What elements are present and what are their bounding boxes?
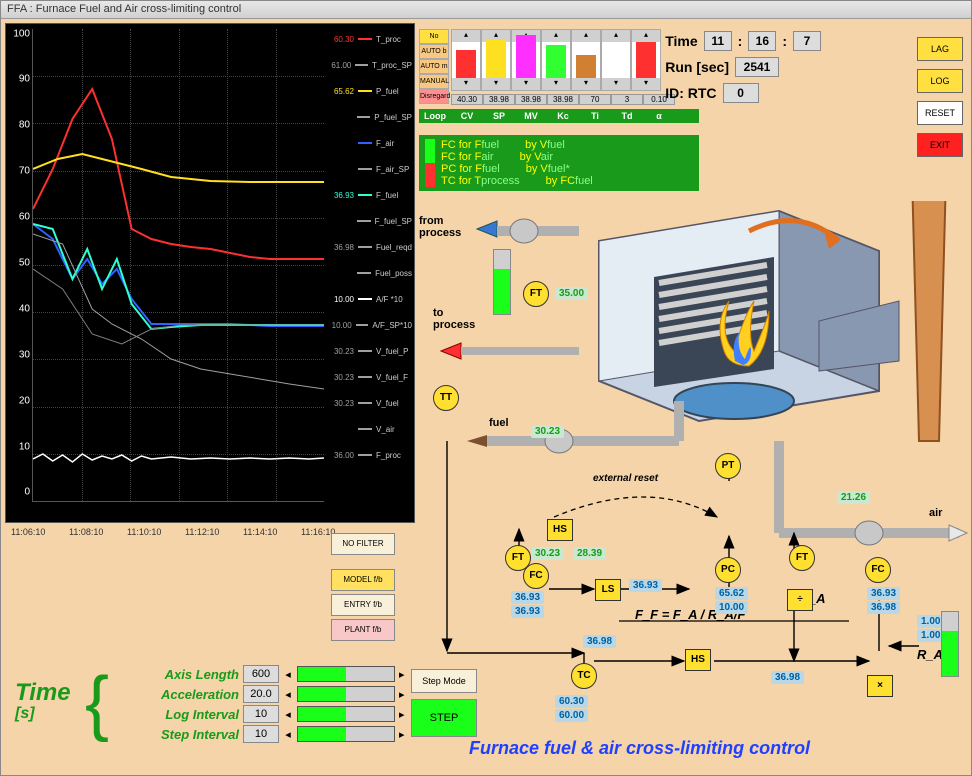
ss-value: 7 bbox=[793, 31, 821, 51]
run-value: 2541 bbox=[735, 57, 779, 77]
ft1-instr: FT bbox=[523, 281, 549, 307]
diagram-title: Furnace fuel & air cross-limiting contro… bbox=[469, 738, 810, 759]
ft3-instr: FT bbox=[789, 545, 815, 571]
from-process-label: from process bbox=[419, 215, 461, 239]
lag-button[interactable]: LAG bbox=[917, 37, 963, 61]
exit-button[interactable]: EXIT bbox=[917, 133, 963, 157]
val-fc2a: 36.93 bbox=[867, 587, 900, 600]
id-value: 0 bbox=[723, 83, 759, 103]
air-label: air bbox=[929, 507, 942, 519]
time-title: Time bbox=[15, 679, 71, 706]
chart-legend: 60.30T_proc61.00T_proc_SP65.62P_fuelP_fu… bbox=[328, 30, 412, 472]
val-fc2b: 36.98 bbox=[867, 601, 900, 614]
loop-table: NoAUTO bAUTO mMANUALDisregard ▴▾▴▾▴▾▴▾▴▾… bbox=[419, 29, 699, 129]
val-fc1b: 28.39 bbox=[573, 547, 606, 560]
val-pt: 21.26 bbox=[837, 491, 870, 504]
fc1-instr: FC bbox=[523, 563, 549, 589]
brace-icon: { bbox=[85, 667, 109, 739]
time-units: [s] bbox=[15, 705, 71, 723]
model-fb-button[interactable]: MODEL f/b bbox=[331, 569, 395, 591]
div-instr: ÷ bbox=[787, 589, 813, 611]
hh-value: 11 bbox=[704, 31, 732, 51]
val-tca: 60.30 bbox=[555, 695, 588, 708]
val-3698: 36.98 bbox=[583, 635, 616, 648]
hs2-instr: HS bbox=[685, 649, 711, 671]
val-ft1: 35.00 bbox=[555, 287, 588, 300]
chart-plot bbox=[32, 29, 324, 502]
fuel-label: fuel bbox=[489, 417, 509, 429]
val-tcb: 60.00 bbox=[555, 709, 588, 722]
time-readout: Time 11: 16: 7 Run [sec] 2541 ID: RTC 0 bbox=[665, 31, 821, 109]
pt-instr: PT bbox=[715, 453, 741, 479]
val-pca: 65.62 bbox=[715, 587, 748, 600]
tc-instr: TC bbox=[571, 663, 597, 689]
trend-chart: 1009080706050403020100 60.30T_proc61.00T… bbox=[5, 23, 415, 523]
window-titlebar: FFA : Furnace Fuel and Air cross-limitin… bbox=[1, 1, 971, 19]
mul-instr: × bbox=[867, 675, 893, 697]
x-axis-labels: 11:06:1011:08:1011:10:1011:12:1011:14:10… bbox=[11, 527, 359, 537]
val-hs2: 36.98 bbox=[771, 671, 804, 684]
process-diagram: from process to process fuel air externa… bbox=[419, 201, 965, 763]
hs1-instr: HS bbox=[547, 519, 573, 541]
reset-button[interactable]: RESET bbox=[917, 101, 963, 125]
val-3693a: 36.93 bbox=[511, 591, 544, 604]
run-label: Run [sec] bbox=[665, 59, 729, 75]
ls-instr: LS bbox=[595, 579, 621, 601]
no-filter-button[interactable]: NO FILTER bbox=[331, 533, 395, 555]
plant-fb-button[interactable]: PLANT f/b bbox=[331, 619, 395, 641]
val-pcb: 10.00 bbox=[715, 601, 748, 614]
ft-slider[interactable] bbox=[493, 249, 511, 315]
val-3693b: 36.93 bbox=[511, 605, 544, 618]
fc2-instr: FC bbox=[865, 557, 891, 583]
entry-fb-button[interactable]: ENTRY f/b bbox=[331, 594, 395, 616]
id-label: ID: RTC bbox=[665, 85, 716, 101]
val-fc1a: 30.23 bbox=[531, 547, 564, 560]
y-axis: 1009080706050403020100 bbox=[8, 24, 32, 502]
tt-instr: TT bbox=[433, 385, 459, 411]
time-label: Time bbox=[665, 33, 697, 49]
ext-reset-label: external reset bbox=[593, 473, 658, 484]
val-ls: 36.93 bbox=[629, 579, 662, 592]
loop-description: FC for Ffuelby VfuelFC for Fairby VairPC… bbox=[419, 135, 699, 191]
to-process-label: to process bbox=[433, 307, 475, 331]
raf-slider[interactable] bbox=[941, 611, 959, 677]
mm-value: 16 bbox=[748, 31, 776, 51]
pc-instr: PC bbox=[715, 557, 741, 583]
log-button[interactable]: LOG bbox=[917, 69, 963, 93]
val-fc1-top: 30.23 bbox=[531, 425, 564, 438]
